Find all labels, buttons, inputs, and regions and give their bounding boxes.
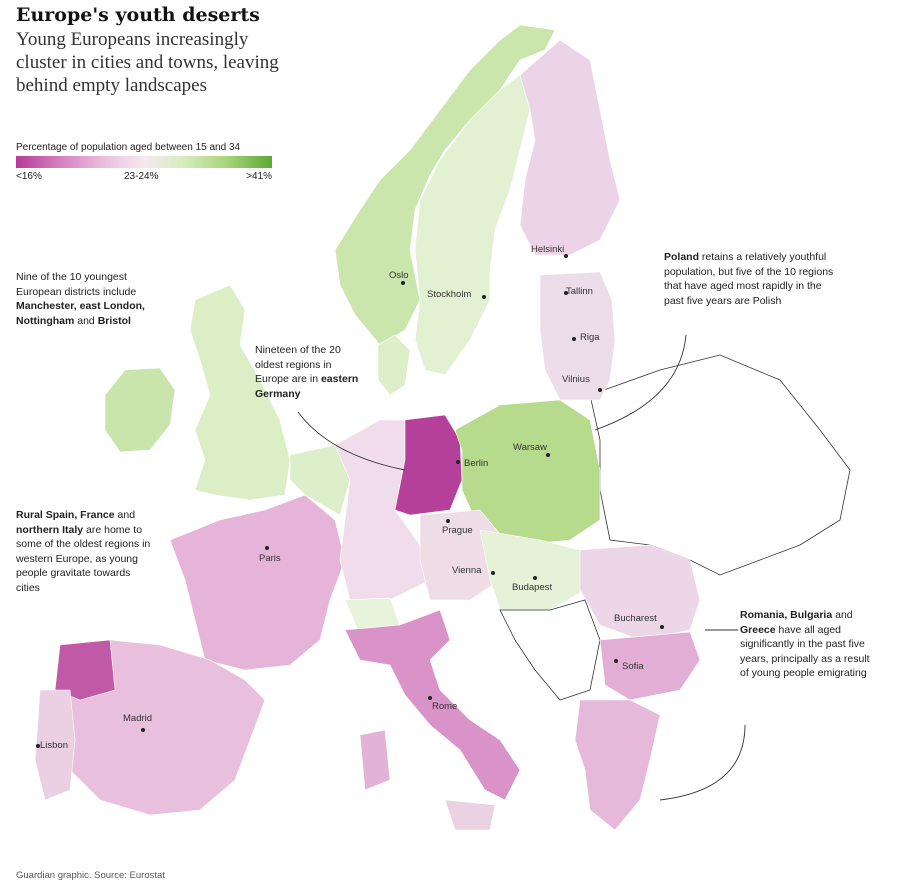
leader-greece bbox=[659, 724, 746, 801]
annotation-uk: Nine of the 10 youngest European distric… bbox=[16, 270, 151, 328]
annotation-poland-bold: Poland bbox=[664, 251, 700, 263]
leader-germany bbox=[297, 411, 406, 471]
region-baltics bbox=[539, 271, 616, 401]
region-poland bbox=[454, 399, 601, 546]
annotation-germany-bold: eastern Germany bbox=[255, 373, 359, 400]
region-hungary-slovakia bbox=[479, 529, 586, 611]
city-lisbon: Lisbon bbox=[36, 740, 68, 751]
region-finland bbox=[519, 39, 621, 256]
annotation-uk-bold-end: Bristol bbox=[97, 314, 131, 327]
legend-tick-min: <16% bbox=[16, 171, 42, 182]
region-balkans bbox=[499, 599, 601, 701]
color-legend: Percentage of population aged between 15… bbox=[16, 142, 272, 185]
svg-text:Vilnius: Vilnius bbox=[562, 374, 590, 385]
region-ireland bbox=[104, 367, 176, 453]
city-budapest: Budapest bbox=[512, 576, 553, 593]
region-east-germany bbox=[394, 414, 463, 516]
city-paris: Paris bbox=[259, 546, 281, 564]
region-bulgaria bbox=[599, 631, 701, 701]
city-oslo: Oslo bbox=[389, 270, 409, 285]
city-berlin: Berlin bbox=[456, 458, 488, 469]
leader-poland bbox=[594, 334, 687, 431]
legend-ticks: <16% 23-24% >41% bbox=[16, 171, 272, 185]
annotation-poland: Poland retains a relatively youthful pop… bbox=[664, 250, 834, 308]
city-warsaw: Warsaw bbox=[513, 442, 550, 457]
annotation-romania-text-mid: and bbox=[832, 609, 853, 621]
region-portugal bbox=[34, 689, 76, 801]
annotation-poland-text: retains a relatively youthful population… bbox=[664, 251, 834, 307]
city-prague: Prague bbox=[442, 519, 473, 536]
legend-color-bar bbox=[16, 156, 272, 168]
annotation-spain-text-mid: and bbox=[114, 509, 136, 521]
city-bucharest: Bucharest bbox=[614, 613, 664, 629]
annotation-spain-text-end: are home to some of the oldest regions i… bbox=[16, 523, 151, 594]
city-stockholm: Stockholm bbox=[427, 289, 486, 300]
svg-text:Berlin: Berlin bbox=[464, 458, 488, 469]
annotation-germany: Nineteen of the 20 oldest regions in Eur… bbox=[255, 343, 363, 401]
svg-text:Prague: Prague bbox=[442, 525, 473, 536]
svg-text:Bucharest: Bucharest bbox=[614, 613, 657, 624]
legend-label: Percentage of population aged between 15… bbox=[16, 142, 241, 153]
city-helsinki: Helsinki bbox=[531, 244, 568, 258]
svg-text:Stockholm: Stockholm bbox=[427, 289, 471, 300]
region-greece bbox=[574, 699, 661, 831]
svg-text:Tallinn: Tallinn bbox=[566, 286, 593, 297]
source-note: Guardian graphic. Source: Eurostat bbox=[16, 870, 165, 881]
annotation-romania-text-end: have all aged significantly in the past … bbox=[740, 623, 870, 680]
svg-text:Oslo: Oslo bbox=[389, 270, 409, 281]
svg-text:Lisbon: Lisbon bbox=[40, 740, 68, 751]
svg-text:Vienna: Vienna bbox=[452, 565, 482, 576]
svg-text:Helsinki: Helsinki bbox=[531, 244, 564, 255]
city-tallinn: Tallinn bbox=[564, 286, 593, 297]
region-great-britain bbox=[189, 284, 291, 501]
city-vilnius: Vilnius bbox=[562, 374, 602, 392]
annotation-romania-bold-mid: Greece bbox=[740, 623, 776, 636]
annotation-spain-bold-mid: northern Italy bbox=[16, 523, 84, 536]
region-sweden bbox=[414, 74, 531, 376]
region-sicily bbox=[444, 799, 496, 831]
region-nw-spain bbox=[54, 639, 116, 701]
svg-text:Warsaw: Warsaw bbox=[513, 442, 547, 453]
chart-subtitle: Young Europeans increasingly cluster in … bbox=[16, 29, 279, 96]
annotation-spain: Rural Spain, France and northern Italy a… bbox=[16, 508, 156, 595]
svg-text:Budapest: Budapest bbox=[512, 582, 553, 593]
svg-text:Rome: Rome bbox=[432, 701, 457, 712]
city-sofia: Sofia bbox=[614, 659, 644, 672]
region-denmark bbox=[377, 334, 411, 396]
legend-tick-max: >41% bbox=[246, 171, 272, 182]
svg-text:Riga: Riga bbox=[580, 332, 600, 343]
annotation-uk-text-end: and bbox=[74, 314, 98, 327]
region-italy bbox=[344, 609, 521, 801]
region-romania bbox=[579, 544, 701, 641]
chart-title: Europe's youth deserts bbox=[16, 4, 260, 26]
city-vienna: Vienna bbox=[452, 565, 495, 576]
annotation-spain-bold: Rural Spain, France bbox=[16, 509, 115, 521]
annotation-uk-bold: Manchester, east London, Nottingham bbox=[16, 300, 145, 327]
legend-tick-mid: 23-24% bbox=[124, 171, 159, 182]
region-sardinia bbox=[359, 729, 391, 791]
city-riga: Riga bbox=[572, 332, 600, 343]
region-ukraine-belarus bbox=[589, 354, 851, 576]
annotation-romania-bold: Romania, Bulgaria bbox=[740, 609, 833, 621]
city-rome: Rome bbox=[428, 696, 457, 712]
svg-text:Madrid: Madrid bbox=[123, 713, 152, 724]
city-madrid: Madrid bbox=[123, 713, 152, 732]
annotation-romania: Romania, Bulgaria and Greece have all ag… bbox=[740, 608, 870, 681]
region-france bbox=[169, 494, 346, 671]
annotation-germany-text: Nineteen of the 20 oldest regions in Eur… bbox=[255, 344, 341, 385]
annotation-uk-text: Nine of the 10 youngest European distric… bbox=[16, 271, 137, 298]
svg-text:Sofia: Sofia bbox=[622, 661, 644, 672]
svg-text:Paris: Paris bbox=[259, 553, 281, 564]
